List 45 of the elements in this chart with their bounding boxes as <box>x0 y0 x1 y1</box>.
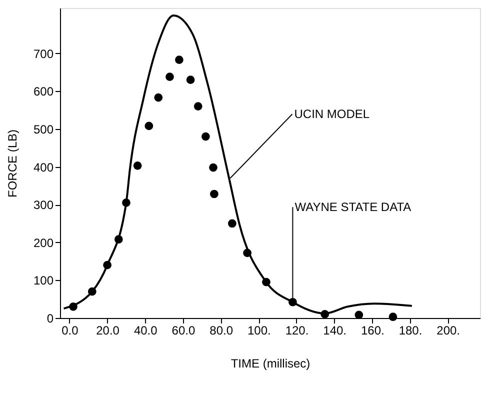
annotation: UCIN MODEL <box>294 107 370 122</box>
y-tick-label: 200 <box>33 236 54 250</box>
point <box>228 219 236 228</box>
y-tick-label: 0 <box>46 312 54 326</box>
point <box>210 190 218 198</box>
point <box>320 310 330 318</box>
x-tick-label: 140. <box>323 324 347 338</box>
y-tick-label: 600 <box>33 84 54 99</box>
x-tick-label: 80.0 <box>210 324 234 338</box>
point <box>144 122 154 130</box>
point <box>354 310 364 320</box>
x-tick-label: 20.0 <box>96 324 120 338</box>
x-axis-title: TIME (millisec) <box>230 356 310 370</box>
x-tick-label: 60.0 <box>172 324 196 338</box>
point <box>243 248 252 258</box>
y-axis-title: FORCE (LB) <box>5 129 20 198</box>
y-tick-label: 400 <box>33 160 54 174</box>
x-tick-label: 100. <box>247 324 271 338</box>
x-tick-label: 120. <box>285 324 309 338</box>
point <box>154 93 163 102</box>
point <box>114 235 123 244</box>
y-tick-label: 500 <box>33 122 54 136</box>
y-tick-label: 700 <box>33 46 54 61</box>
point <box>209 163 218 172</box>
x-tick-label: 0.0 <box>62 324 79 338</box>
x-tick-label: 40.0 <box>134 324 158 338</box>
point <box>388 312 398 322</box>
point <box>186 76 195 84</box>
point <box>175 56 184 64</box>
point <box>103 260 112 270</box>
point <box>122 198 130 207</box>
point <box>262 278 270 286</box>
point <box>201 132 210 141</box>
point <box>133 161 142 170</box>
point <box>88 287 96 296</box>
y-tick-label: 300 <box>33 198 54 212</box>
point <box>166 72 174 81</box>
x-tick-label: 160. <box>360 324 384 338</box>
annotation: WAYNE STATE DATA <box>294 200 412 214</box>
x-tick-label: 200. <box>436 324 460 338</box>
point <box>194 102 202 110</box>
point <box>288 298 297 306</box>
x-tick-label: 180. <box>398 324 422 338</box>
y-tick-label: 100 <box>33 274 54 288</box>
point <box>69 302 78 311</box>
